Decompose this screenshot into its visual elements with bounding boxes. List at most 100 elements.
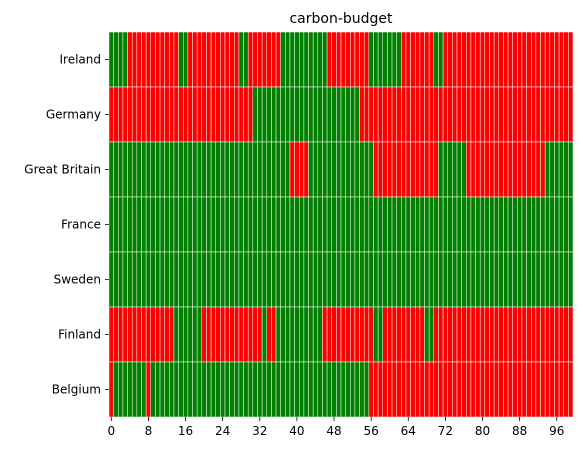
heatmap-cell [470, 86, 476, 143]
heatmap-cell [275, 196, 281, 253]
x-tick-label: 72 [438, 424, 453, 438]
heatmap-cell [178, 361, 184, 418]
heatmap-cell [178, 196, 184, 253]
heatmap-cell [493, 86, 500, 143]
heatmap-cell [145, 141, 152, 198]
heatmap-cell [503, 196, 509, 253]
heatmap-cell [303, 361, 309, 418]
heatmap-cell [373, 361, 379, 418]
heatmap-cell [350, 196, 356, 253]
heatmap-cell [118, 251, 124, 308]
heatmap-cell [447, 306, 453, 363]
heatmap-cell [479, 141, 486, 198]
heatmap-cell [294, 31, 300, 88]
heatmap-cell [331, 306, 337, 363]
heatmap-cell [182, 196, 189, 253]
heatmap-cell [484, 31, 490, 88]
heatmap-cell [294, 306, 300, 363]
heatmap-cell [452, 86, 458, 143]
heatmap-cell [354, 251, 360, 308]
heatmap-cell [517, 196, 523, 253]
heatmap-cell [322, 196, 328, 253]
heatmap-cell [540, 141, 546, 198]
heatmap-cell [377, 361, 384, 418]
heatmap-cell [345, 306, 351, 363]
heatmap-cell [122, 251, 128, 308]
heatmap-cell [350, 306, 356, 363]
heatmap-cell [456, 86, 462, 143]
heatmap-cell [452, 251, 458, 308]
heatmap-cell [336, 86, 342, 143]
heatmap-cell [220, 86, 226, 143]
heatmap-cell [285, 31, 291, 88]
x-tick-label: 32 [252, 424, 267, 438]
heatmap-cell [127, 141, 133, 198]
heatmap-cell [169, 196, 175, 253]
heatmap-cell [382, 141, 388, 198]
heatmap-cell [368, 196, 374, 253]
heatmap-cell [150, 31, 156, 88]
heatmap-cell [131, 196, 138, 253]
heatmap-cell [428, 251, 435, 308]
heatmap-cell [224, 86, 230, 143]
heatmap-cell [312, 306, 319, 363]
heatmap-cell [387, 306, 393, 363]
heatmap-cell [396, 86, 402, 143]
heatmap-cell [173, 361, 179, 418]
heatmap-cell [173, 196, 179, 253]
heatmap-cell [396, 31, 402, 88]
heatmap-cell [354, 196, 360, 253]
heatmap-cell [141, 251, 147, 308]
heatmap-cell [498, 31, 504, 88]
heatmap-cell [382, 196, 388, 253]
heatmap-cell [155, 86, 161, 143]
heatmap-cell [359, 196, 365, 253]
heatmap-cell [312, 141, 319, 198]
heatmap-cell [424, 31, 430, 88]
heatmap-cell [317, 306, 323, 363]
heatmap-cell [336, 306, 342, 363]
heatmap-cell [401, 361, 407, 418]
heatmap-cell [475, 251, 481, 308]
heatmap-cell [452, 31, 458, 88]
heatmap-cell [182, 306, 189, 363]
heatmap-cell [345, 196, 351, 253]
heatmap-cell [331, 31, 337, 88]
heatmap-cell [206, 196, 212, 253]
heatmap-cell [489, 196, 495, 253]
heatmap-cell [247, 306, 254, 363]
heatmap-cell [247, 251, 254, 308]
heatmap-cell [438, 251, 444, 308]
heatmap-cell [517, 141, 523, 198]
heatmap-cell [489, 251, 495, 308]
heatmap-cell [540, 86, 546, 143]
heatmap-cell [503, 306, 509, 363]
heatmap-cell [410, 86, 416, 143]
heatmap-cell [326, 251, 332, 308]
heatmap-cell [234, 86, 240, 143]
heatmap-cell [442, 141, 448, 198]
heatmap-cell [419, 361, 425, 418]
heatmap-cell [503, 251, 509, 308]
heatmap-cell [155, 306, 161, 363]
heatmap-cell [540, 306, 546, 363]
heatmap-cell [503, 141, 509, 198]
heatmap-cell [461, 86, 467, 143]
heatmap-cell [229, 196, 235, 253]
heatmap-cell [261, 306, 268, 363]
heatmap-cell [340, 361, 346, 418]
heatmap-cell [169, 86, 175, 143]
heatmap-cell [322, 86, 328, 143]
heatmap-cell [350, 141, 356, 198]
heatmap-cell [438, 31, 444, 88]
heatmap-cell [234, 306, 240, 363]
heatmap-cell [164, 361, 170, 418]
heatmap-cell [113, 196, 119, 253]
heatmap-cell [187, 196, 193, 253]
heatmap-cell [113, 361, 119, 418]
heatmap-cell [540, 251, 546, 308]
heatmap-cell [540, 31, 546, 88]
heatmap-cell [280, 141, 286, 198]
heatmap-cell [247, 31, 254, 88]
heatmap-cell [238, 86, 244, 143]
